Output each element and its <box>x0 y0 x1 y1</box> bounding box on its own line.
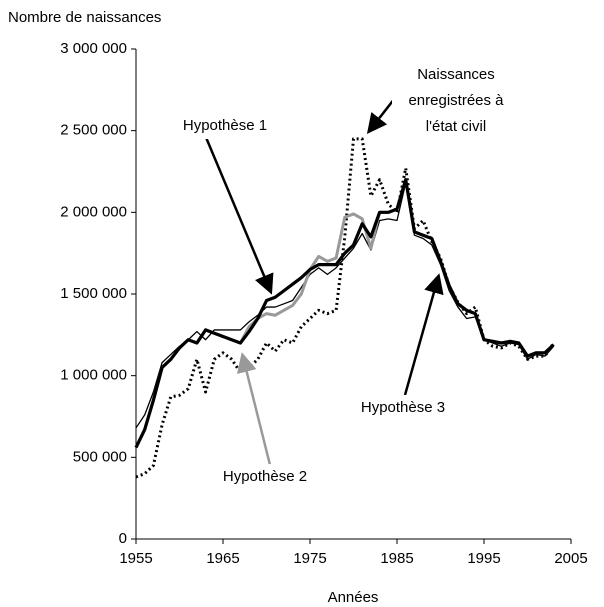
x-tick-label: 1985 <box>380 550 413 567</box>
series-label: Naissances enregistrées à l'état civil <box>392 62 520 140</box>
y-tick-label: 1 000 000 <box>60 367 127 384</box>
series-label: Hypothèse 2 <box>200 464 330 490</box>
series-line <box>135 137 555 479</box>
x-tick-label: 1995 <box>467 550 500 567</box>
arrow <box>403 273 444 396</box>
y-tick-label: 2 500 000 <box>60 122 127 139</box>
series-label: Hypothèse 3 <box>338 395 468 421</box>
arrow <box>203 134 274 295</box>
x-tick-label: 2005 <box>554 550 587 567</box>
y-tick-label: 1 500 000 <box>60 285 127 302</box>
x-tick-label: 1975 <box>293 550 326 567</box>
x-axis-title: Années <box>328 589 379 606</box>
series-line <box>134 178 555 449</box>
arrow <box>236 352 272 466</box>
series-label: Hypothèse 1 <box>170 113 280 139</box>
y-axis-title: Nombre de naissances <box>8 9 161 26</box>
y-tick-label: 500 000 <box>73 448 127 465</box>
y-tick-label: 2 000 000 <box>60 203 127 220</box>
x-tick-label: 1955 <box>119 550 152 567</box>
y-tick-label: 3 000 000 <box>60 40 127 57</box>
y-tick-label: 0 <box>119 530 127 547</box>
arrow <box>366 97 396 134</box>
x-tick-label: 1965 <box>206 550 239 567</box>
